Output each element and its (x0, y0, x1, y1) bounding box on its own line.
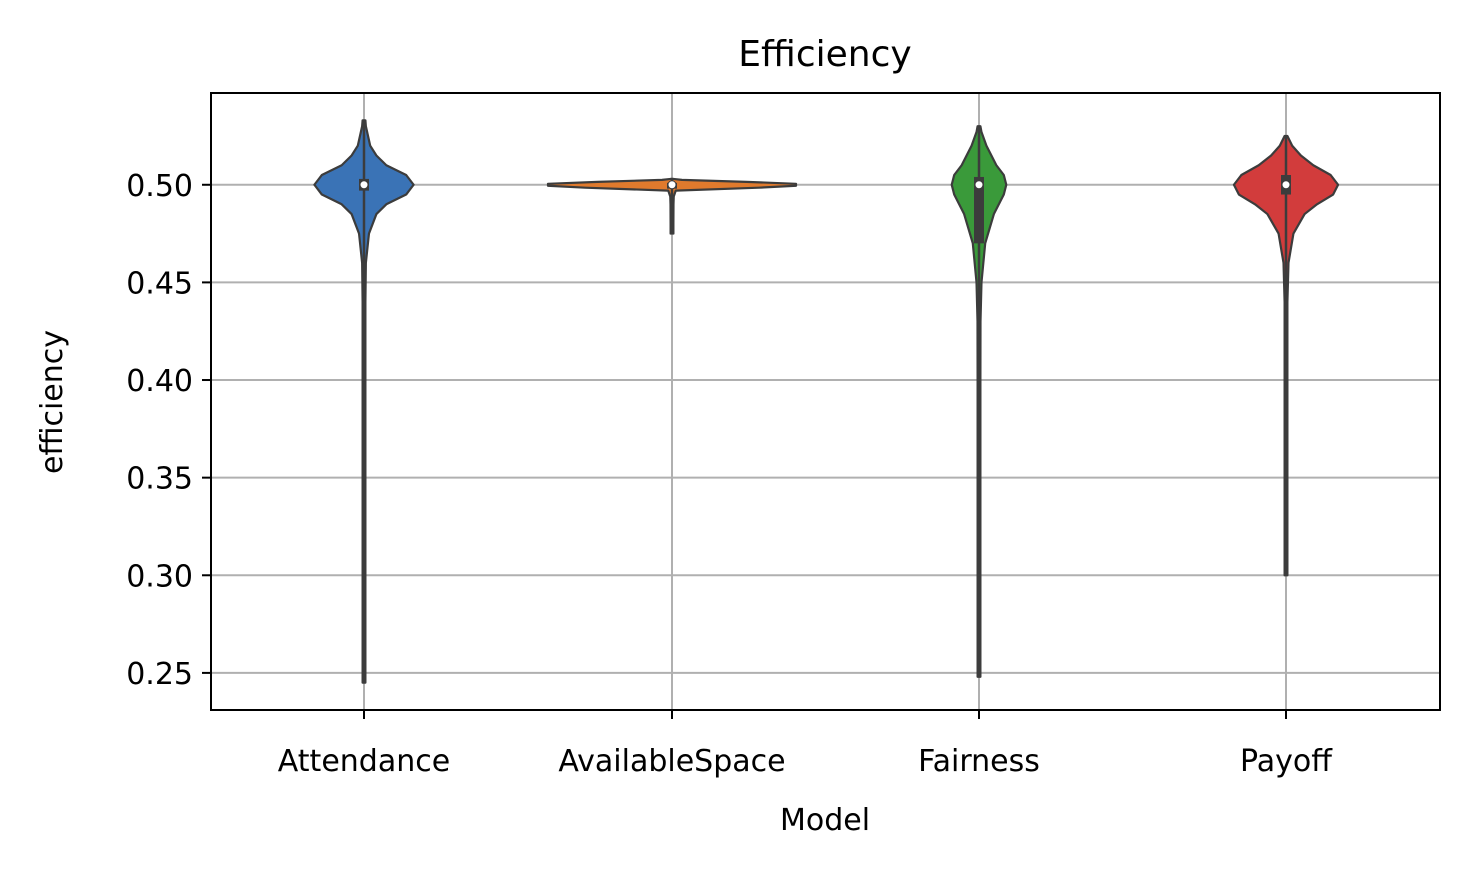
violin-attendance (313, 119, 415, 684)
violins (313, 119, 1340, 684)
y-tick-label: 0.45 (126, 266, 193, 301)
chart-title: Efficiency (738, 34, 911, 75)
violin-median-dot (667, 180, 677, 190)
violin-payoff (1232, 134, 1340, 577)
violin-availablespace (546, 177, 798, 235)
y-tick-label: 0.25 (126, 657, 193, 692)
x-tick-label: Payoff (1240, 744, 1333, 779)
x-tick-label: Attendance (278, 744, 450, 779)
y-tick-label: 0.50 (126, 169, 193, 204)
x-axis-label: Model (780, 803, 870, 838)
violin-iqr-box (974, 176, 984, 244)
y-tick-label: 0.30 (126, 559, 193, 594)
violin-fairness (950, 125, 1008, 678)
grid-lines (211, 93, 1440, 710)
violin-median-dot (1281, 180, 1291, 190)
y-axis-label: efficiency (35, 330, 70, 474)
x-tick-label: Fairness (918, 744, 1040, 779)
axis-ticks: 0.25 0.30 0.35 0.40 0.45 0.50 Attendance Availa… (126, 169, 1333, 779)
y-tick-label: 0.40 (126, 364, 193, 399)
x-tick-label: AvailableSpace (558, 744, 785, 779)
violin-median-dot (359, 180, 369, 190)
plot-frame (210, 92, 1441, 711)
violin-median-dot (974, 180, 984, 190)
y-tick-label: 0.35 (126, 462, 193, 497)
